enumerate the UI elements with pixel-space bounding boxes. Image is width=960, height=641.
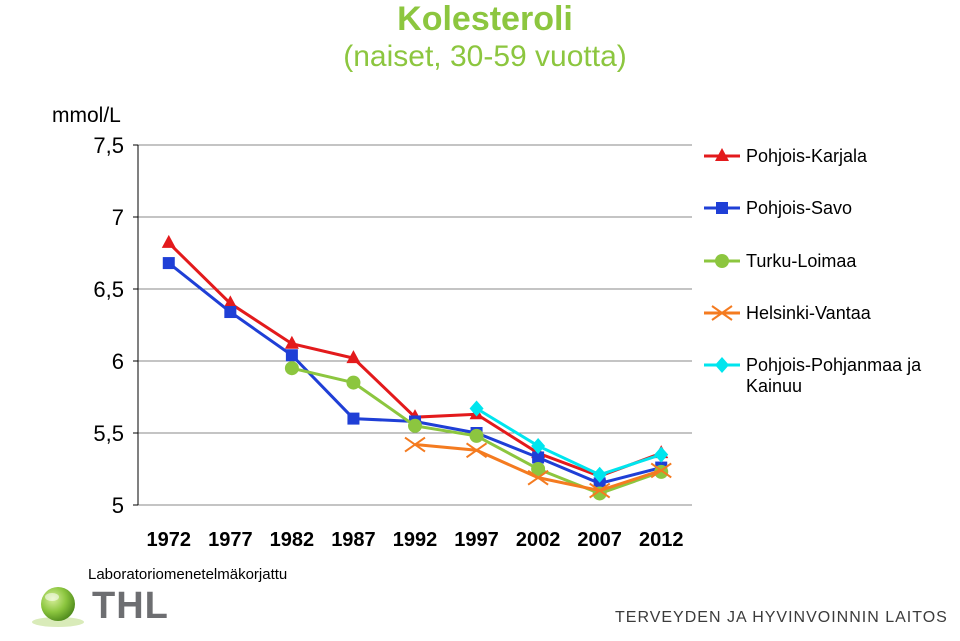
data-point	[284, 335, 299, 349]
data-point	[223, 295, 238, 309]
series-helsinki-vantaa	[404, 436, 672, 499]
data-point	[404, 436, 426, 453]
data-point	[654, 446, 669, 463]
x-tick-label: 2002	[516, 529, 561, 551]
data-point	[465, 442, 488, 459]
y-tick-label: 5	[112, 493, 124, 518]
x-tick-label: 1997	[454, 529, 499, 551]
legend-marker	[715, 148, 729, 161]
legend-label: Turku-Loimaa	[746, 251, 857, 271]
x-tick-label: 1972	[147, 529, 192, 551]
legend-marker-icon	[704, 202, 740, 214]
y-tick-label: 5,5	[93, 421, 124, 446]
legend-marker	[716, 202, 728, 214]
data-point	[408, 418, 422, 433]
data-point	[162, 257, 175, 270]
chart-title: Kolesteroli (naiset, 30-59 vuotta)	[290, 0, 680, 76]
data-point	[531, 462, 546, 476]
x-tick-label: 1977	[208, 529, 253, 551]
series-line	[475, 407, 662, 477]
y-axis-unit: mmol/L	[52, 104, 121, 127]
data-point	[532, 451, 545, 464]
x-tick-label: 1982	[270, 529, 315, 551]
legend-marker-icon	[704, 305, 740, 321]
data-point	[592, 466, 607, 483]
series-pohjois-pohjanmaa-ja-kainuu	[469, 400, 669, 483]
data-point	[469, 428, 484, 443]
legend-item: Pohjois-Karjala	[704, 142, 867, 170]
thl-globe-logo-icon	[32, 587, 84, 627]
legend-label: Pohjois-Savo	[746, 198, 853, 218]
data-point	[531, 437, 546, 454]
x-tick-label: 2012	[639, 529, 684, 551]
legend-marker	[715, 357, 729, 373]
legend-marker	[711, 305, 733, 321]
legend-label: Pohjois-Pohjanmaa ja Kainuu	[746, 355, 922, 396]
data-point	[469, 400, 484, 417]
data-point	[285, 349, 298, 362]
legend-label: Pohjois-Karjala	[746, 146, 868, 166]
legend-marker-icon	[704, 357, 740, 373]
x-tick-label: 2007	[577, 529, 622, 551]
series-pohjois-savo	[162, 257, 668, 490]
legend-item: Pohjois-Pohjanmaa ja Kainuu	[704, 351, 946, 396]
data-point	[589, 482, 611, 499]
y-tick-label: 6,5	[93, 277, 124, 302]
organization-name: TERVEYDEN JA HYVINVOINNIN LAITOS	[615, 609, 948, 626]
series-line	[167, 261, 662, 485]
x-tick-label: 1992	[393, 529, 438, 551]
data-point	[650, 462, 672, 479]
data-point	[527, 469, 549, 486]
data-point	[284, 361, 299, 376]
data-point	[346, 350, 361, 364]
legend-item: Helsinki-Vantaa	[704, 299, 871, 327]
data-point	[593, 477, 606, 490]
series-line	[167, 241, 662, 478]
data-point	[346, 375, 361, 390]
chart-title-line1: Kolesteroli	[397, 0, 573, 38]
footnote: Laboratoriomenetelmäkorjattu	[88, 566, 288, 583]
thl-logo-text: THL	[92, 585, 169, 627]
data-point	[347, 412, 360, 425]
legend-marker-icon	[704, 254, 740, 268]
legend-marker	[715, 254, 729, 268]
legend-label: Helsinki-Vantaa	[746, 303, 871, 323]
x-tick-label: 1987	[331, 529, 376, 551]
y-tick-label: 7	[112, 205, 124, 230]
chart-title-line2: (naiset, 30-59 vuotta)	[343, 40, 627, 73]
legend-item: Pohjois-Savo	[704, 194, 852, 222]
data-point	[224, 306, 237, 319]
y-tick-label: 6	[112, 349, 124, 374]
legend-marker-icon	[704, 148, 740, 161]
y-tick-label: 7,5	[93, 133, 124, 158]
legend-item: Turku-Loimaa	[704, 247, 856, 275]
data-point	[161, 234, 176, 248]
